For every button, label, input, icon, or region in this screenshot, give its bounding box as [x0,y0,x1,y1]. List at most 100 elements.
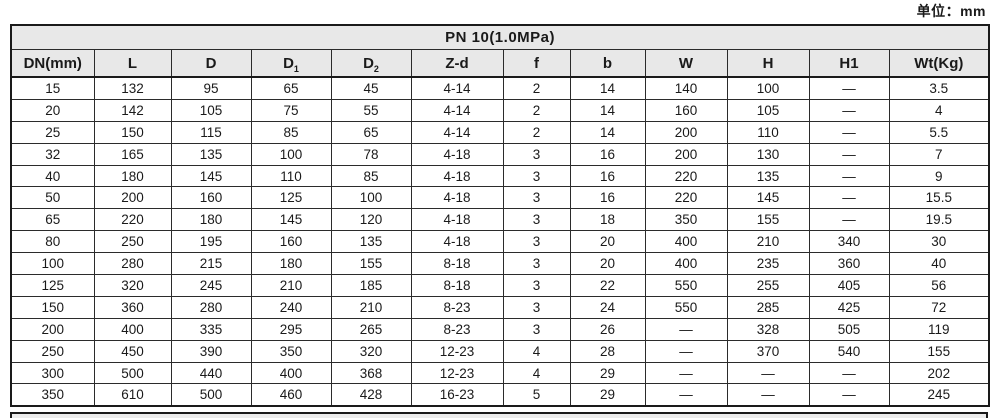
cell-l: 610 [93,383,172,407]
cell-d: 280 [170,295,252,319]
cell-zd: 8-23 [410,295,504,319]
column-header-w: W [644,49,728,78]
cell-b: 14 [569,98,646,122]
cell-d: 335 [170,317,252,341]
table-row-dn-200: 200 400 335 295 265 8-23 3 26—328 505 119 [10,317,990,341]
cell-d2: 210 [330,295,412,319]
cell-f: 3 [502,295,571,319]
cell-h: 135 [726,164,810,188]
cell-dn: 80 [10,230,95,254]
cell-h1: — [808,120,890,144]
column-header-f: f [502,49,571,78]
cell-f: 2 [502,76,571,100]
cell-b: 29 [569,383,646,407]
cell-dn: 50 [10,186,95,210]
cell-dn: 300 [10,361,95,385]
cell-d1: 110 [250,164,332,188]
cell-f: 3 [502,186,571,210]
cell-d1: 400 [250,361,332,385]
column-header-label: L [127,54,138,72]
table-title-row: PN 10(1.0MPa) [10,24,990,50]
cell-d1: 85 [250,120,332,144]
cell-l: 500 [93,361,172,385]
cell-w: 140 [644,76,728,100]
cell-wt: 119 [888,317,990,341]
cell-h: 235 [726,252,810,276]
table-row-dn-350: 350 610 500 460 428 16-23 5 29— — —245 [10,383,990,407]
cell-f: 3 [502,164,571,188]
cell-f: 3 [502,274,571,297]
cell-w: 200 [644,120,728,144]
cell-f: 4 [502,339,571,363]
cell-dn: 200 [10,317,95,341]
column-header-label: D [363,54,374,72]
cell-dn: 32 [10,142,95,166]
cell-d1: 65 [250,76,332,100]
unit-label: 单位：mm [916,3,986,19]
cell-w: 200 [644,142,728,166]
table-row-dn-100: 100 280 215 180 155 8-18 3 20 400 235 360 40 [10,252,990,276]
cell-l: 280 [93,252,172,276]
cell-zd: 4-18 [410,208,504,232]
cell-wt: 3.5 [888,76,990,100]
column-header-label: Wt(Kg) [914,54,964,72]
cell-h: 145 [726,186,810,210]
cell-b: 16 [569,142,646,166]
cell-zd: 12-23 [410,361,504,385]
cell-h1: 405 [808,274,890,297]
column-header-subscript: 2 [373,63,379,74]
cell-wt: 40 [888,252,990,276]
cell-d: 245 [170,274,252,297]
cell-l: 200 [93,186,172,210]
cell-b: 20 [569,230,646,254]
cell-w: 550 [644,274,728,297]
table-row-dn-32: 32 165 135 100 78 4-18 3 16 200 130—7 [10,142,990,166]
cell-d2: 368 [330,361,412,385]
cell-d2: 65 [330,120,412,144]
cell-d1: 210 [250,274,332,297]
table-header-row: DN(mm) L D D1 D2 Z-d f b W H H1 Wt(Kg) [10,49,990,78]
cell-h: — [726,361,810,385]
cell-d: 105 [170,98,252,122]
cell-h: 130 [726,142,810,166]
cell-wt: 15.5 [888,186,990,210]
cell-dn: 15 [10,76,95,100]
cell-zd: 4-18 [410,186,504,210]
cell-wt: 56 [888,274,990,297]
table-row-dn-125: 125 320 245 210 185 8-18 3 22 550 255 405 56 [10,274,990,297]
cell-wt: 4 [888,98,990,122]
column-header-dn: DN(mm) [10,49,95,78]
cell-zd: 8-18 [410,274,504,297]
column-header-label: H [762,54,774,72]
cell-h: 210 [726,230,810,254]
cell-f: 3 [502,142,571,166]
cell-d1: 125 [250,186,332,210]
cell-zd: 8-23 [410,317,504,341]
column-header-label: D [283,54,294,72]
cell-h: 285 [726,295,810,319]
cell-d1: 180 [250,252,332,276]
cell-l: 320 [93,274,172,297]
cell-wt: 155 [888,339,990,363]
table-title: PN 10(1.0MPa) [10,24,990,50]
cell-d: 440 [170,361,252,385]
cell-h1: 425 [808,295,890,319]
cell-zd: 4-18 [410,142,504,166]
cell-h: 328 [726,317,810,341]
cell-h1: 505 [808,317,890,341]
cell-h: 370 [726,339,810,363]
cell-zd: 16-23 [410,383,504,407]
cell-d2: 135 [330,230,412,254]
cell-f: 3 [502,317,571,341]
column-header-label: b [602,54,613,72]
cell-f: 5 [502,383,571,407]
cell-d1: 100 [250,142,332,166]
cell-w: 400 [644,252,728,276]
table-row-dn-15: 15 132 95 65 45 4-14 2 14 140 100—3.5 [10,76,990,100]
column-header-l: L [93,49,172,78]
cell-l: 180 [93,164,172,188]
cell-h1: 360 [808,252,890,276]
cell-f: 3 [502,230,571,254]
column-header-h: H [726,49,810,78]
